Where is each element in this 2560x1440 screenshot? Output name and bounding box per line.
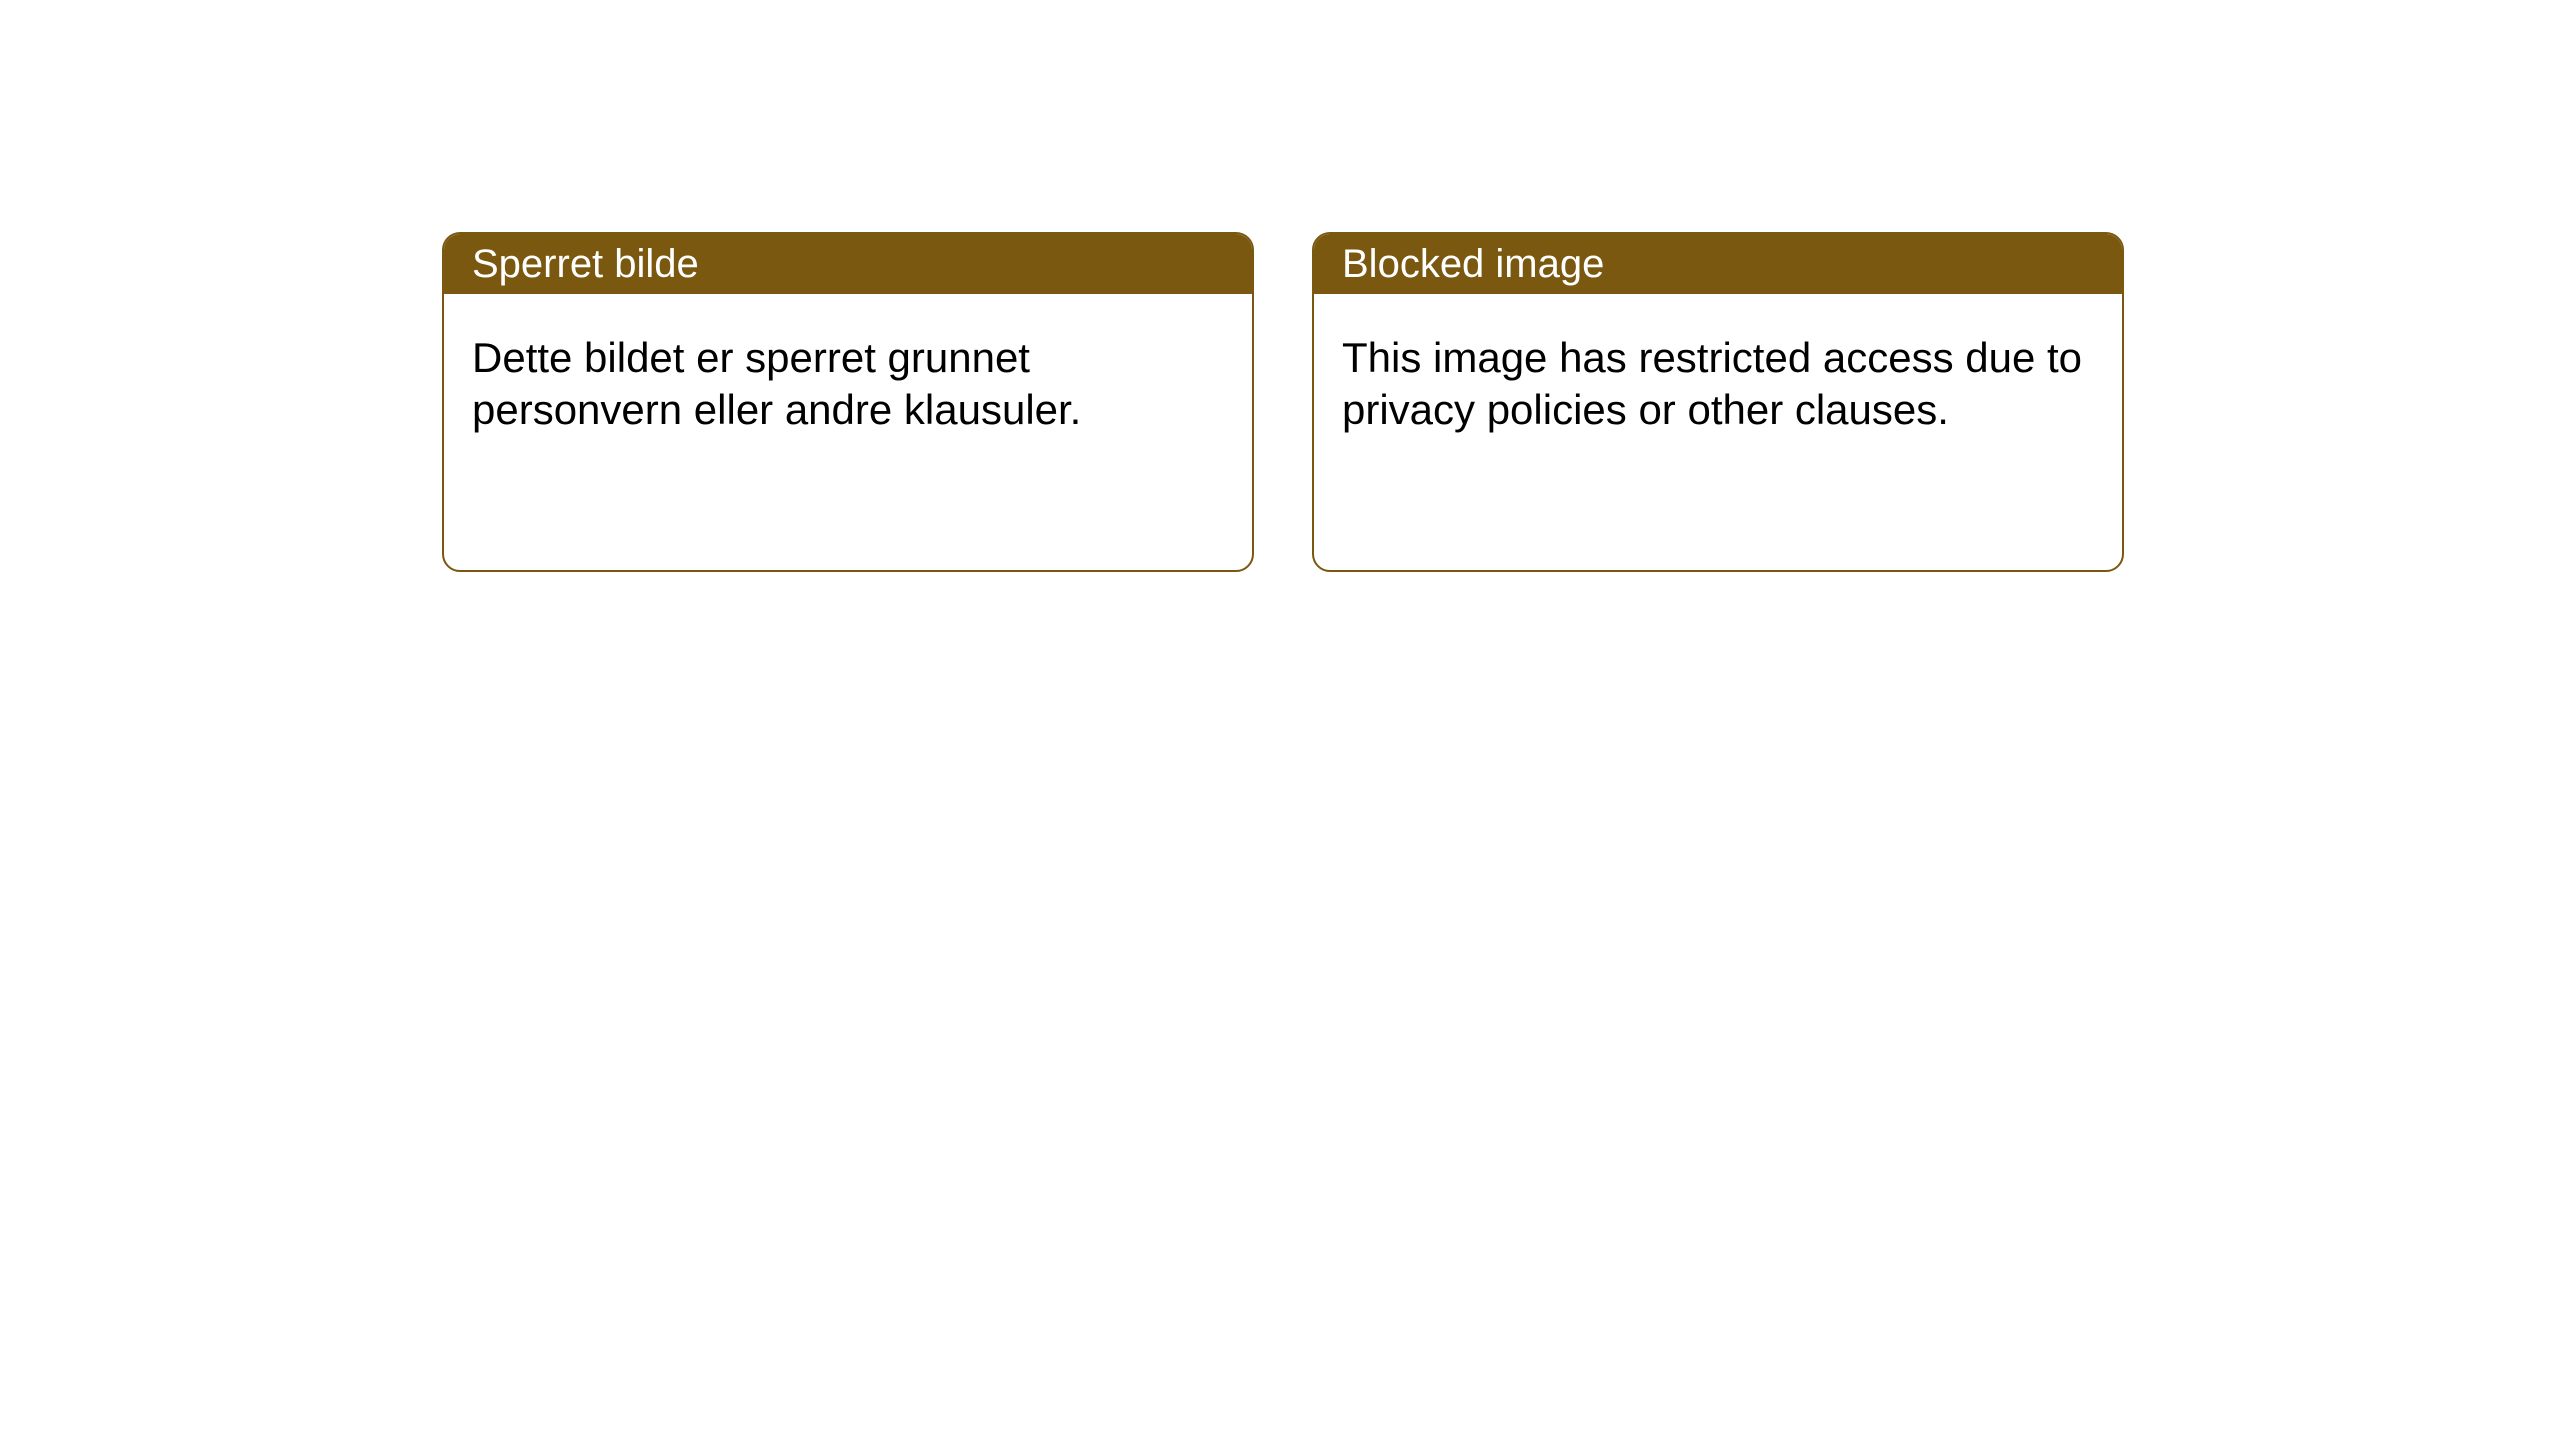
card-header: Sperret bilde (444, 234, 1252, 294)
card-title: Blocked image (1342, 242, 1604, 287)
card-body-text: This image has restricted access due to … (1342, 334, 2082, 433)
blocked-image-card-norwegian: Sperret bilde Dette bildet er sperret gr… (442, 232, 1254, 572)
blocked-image-card-english: Blocked image This image has restricted … (1312, 232, 2124, 572)
card-header: Blocked image (1314, 234, 2122, 294)
card-title: Sperret bilde (472, 242, 699, 287)
notice-cards-row: Sperret bilde Dette bildet er sperret gr… (442, 232, 2124, 572)
card-body: This image has restricted access due to … (1314, 294, 2122, 474)
card-body-text: Dette bildet er sperret grunnet personve… (472, 334, 1081, 433)
card-body: Dette bildet er sperret grunnet personve… (444, 294, 1252, 474)
